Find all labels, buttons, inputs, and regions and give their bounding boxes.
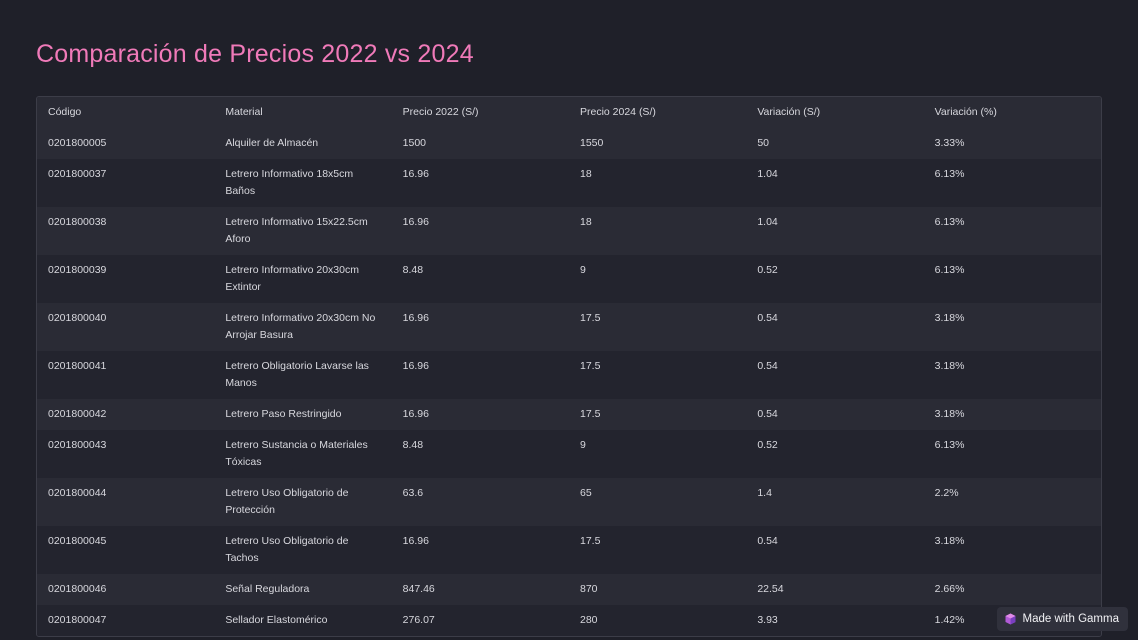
table-cell: 17.5 bbox=[579, 360, 601, 372]
table-cell: 1.42% bbox=[934, 614, 965, 626]
table-cell: 50 bbox=[757, 137, 769, 149]
table-cell: Letrero Informativo 15x22.5cm Aforo bbox=[225, 216, 368, 245]
table-cell: 6.13% bbox=[934, 439, 965, 451]
table-cell: 0201800040 bbox=[48, 312, 107, 324]
column-header: Variación (S/) bbox=[757, 106, 821, 118]
badge-text: Made with Gamma bbox=[1022, 613, 1119, 625]
table-cell: 0201800038 bbox=[48, 216, 107, 228]
table-cell: 2.66% bbox=[934, 583, 965, 595]
table-cell: Alquiler de Almacén bbox=[225, 137, 319, 149]
column-header: Precio 2024 (S/) bbox=[579, 106, 656, 118]
column-header: Precio 2022 (S/) bbox=[402, 106, 479, 118]
table-cell: 0.54 bbox=[757, 360, 778, 372]
table-cell: 0201800043 bbox=[48, 439, 107, 451]
table-cell: 1550 bbox=[579, 137, 604, 149]
table-cell: Letrero Uso Obligatorio de Tachos bbox=[225, 535, 349, 564]
table-cell: 3.18% bbox=[934, 408, 965, 420]
table-row: 0201800045 Letrero Uso Obligatorio de Tac… bbox=[37, 526, 1101, 574]
column-header: Variación (%) bbox=[934, 106, 997, 118]
table-cell: 18 bbox=[579, 168, 592, 180]
table-cell: 16.96 bbox=[402, 535, 429, 547]
table-cell: 8.48 bbox=[402, 264, 424, 276]
table-cell: 6.13% bbox=[934, 264, 965, 276]
table-cell: Señal Reguladora bbox=[225, 583, 310, 595]
table-cell: 0201800045 bbox=[48, 535, 107, 547]
table-cell: 2.2% bbox=[934, 487, 959, 499]
table-cell: 18 bbox=[579, 216, 592, 228]
table: Código Material Precio 2022 (S/) Precio 202… bbox=[37, 97, 1101, 636]
table-cell: 0201800042 bbox=[48, 408, 107, 420]
table-cell: 0.52 bbox=[757, 264, 778, 276]
table-cell: 9 bbox=[579, 439, 586, 451]
table-row: 0201800047 Sellador Elastomérico 276.07 280… bbox=[37, 605, 1101, 636]
table-cell: 0.54 bbox=[757, 408, 778, 420]
table-cell: 9 bbox=[579, 264, 586, 276]
column-header: Material bbox=[225, 106, 263, 118]
table-cell: 3.33% bbox=[934, 137, 965, 149]
table-cell: 0201800046 bbox=[48, 583, 107, 595]
table-cell: 0201800041 bbox=[48, 360, 107, 372]
column-header: Código bbox=[48, 106, 82, 118]
table-cell: 16.96 bbox=[402, 360, 429, 372]
table-cell: 6.13% bbox=[934, 216, 965, 228]
table-cell: 16.96 bbox=[402, 312, 429, 324]
table-cell: 276.07 bbox=[402, 614, 435, 626]
table-row: 0201800037 Letrero Informativo 18x5cm Bañ… bbox=[37, 159, 1101, 207]
table-cell: Letrero Uso Obligatorio de Protección bbox=[225, 487, 349, 516]
table-cell: 1500 bbox=[402, 137, 427, 149]
table-cell: Letrero Informativo 18x5cm Baños bbox=[225, 168, 354, 197]
table-cell: 0.54 bbox=[757, 312, 778, 324]
table-cell: 847.46 bbox=[402, 583, 435, 595]
table-cell: 0201800005 bbox=[48, 137, 107, 149]
table-cell: Letrero Paso Restringido bbox=[225, 408, 342, 420]
table-row: 0201800043 Letrero Sustancia o Materiales… bbox=[37, 430, 1101, 478]
table-cell: 22.54 bbox=[757, 583, 784, 595]
table-cell: 16.96 bbox=[402, 216, 429, 228]
table-cell: 0.52 bbox=[757, 439, 778, 451]
table-row: 0201800044 Letrero Uso Obligatorio de Pro… bbox=[37, 478, 1101, 526]
table-cell: 3.18% bbox=[934, 535, 965, 547]
table-cell: 8.48 bbox=[402, 439, 424, 451]
table-cell: 65 bbox=[579, 487, 592, 499]
table-row: 0201800046 Señal Reguladora 847.46 870 22.54… bbox=[37, 574, 1101, 605]
table-body: 0201800005 Alquiler de Almacén 1500 1550 50 3… bbox=[37, 128, 1101, 636]
table-cell: 0201800037 bbox=[48, 168, 107, 180]
table-cell: 3.93 bbox=[757, 614, 778, 626]
table-cell: Letrero Informativo 20x30cm No Arrojar B… bbox=[225, 312, 376, 341]
gamma-icon bbox=[1005, 613, 1016, 625]
table-cell: 1.4 bbox=[757, 487, 772, 499]
table-row: 0201800041 Letrero Obligatorio Lavarse la… bbox=[37, 351, 1101, 399]
table-row: 0201800042 Letrero Paso Restringido 16.96 1… bbox=[37, 399, 1101, 430]
table-cell: 1.04 bbox=[757, 168, 778, 180]
table-cell: 17.5 bbox=[579, 312, 601, 324]
table-cell: 3.18% bbox=[934, 312, 965, 324]
table-container: Código Material Precio 2022 (S/) Precio 202… bbox=[36, 96, 1102, 637]
table-cell: 280 bbox=[579, 614, 598, 626]
table-cell: Letrero Informativo 20x30cm Extintor bbox=[225, 264, 359, 293]
table-row: 0201800038 Letrero Informativo 15x22.5cm … bbox=[37, 207, 1101, 255]
table-row: 0201800005 Alquiler de Almacén 1500 1550 50 3… bbox=[37, 128, 1101, 159]
table-row: 0201800040 Letrero Informativo 20x30cm No… bbox=[37, 303, 1101, 351]
table-cell: Sellador Elastomérico bbox=[225, 614, 328, 626]
table-cell: 63.6 bbox=[402, 487, 424, 499]
made-with-gamma[interactable]: Made with Gamma bbox=[997, 607, 1128, 631]
table-cell: 17.5 bbox=[579, 408, 601, 420]
table-cell: 1.04 bbox=[757, 216, 778, 228]
header-row: Código Material Precio 2022 (S/) Precio 202… bbox=[37, 97, 1101, 128]
table-cell: 0201800044 bbox=[48, 487, 107, 499]
table-cell: 17.5 bbox=[579, 535, 601, 547]
table-cell: 3.18% bbox=[934, 360, 965, 372]
table-cell: 0201800047 bbox=[48, 614, 107, 626]
table-cell: 0201800039 bbox=[48, 264, 107, 276]
table-cell: 16.96 bbox=[402, 168, 429, 180]
table-cell: 0.54 bbox=[757, 535, 778, 547]
table-cell: 870 bbox=[579, 583, 598, 595]
table-cell: 6.13% bbox=[934, 168, 965, 180]
table-cell: Letrero Obligatorio Lavarse las Manos bbox=[225, 360, 369, 389]
table-row: 0201800039 Letrero Informativo 20x30cm Ex… bbox=[37, 255, 1101, 303]
table-cell: Letrero Sustancia o Materiales Tóxicas bbox=[225, 439, 368, 468]
title: Comparación de Precios 2022 vs 2024 bbox=[36, 40, 474, 68]
table-cell: 16.96 bbox=[402, 408, 429, 420]
